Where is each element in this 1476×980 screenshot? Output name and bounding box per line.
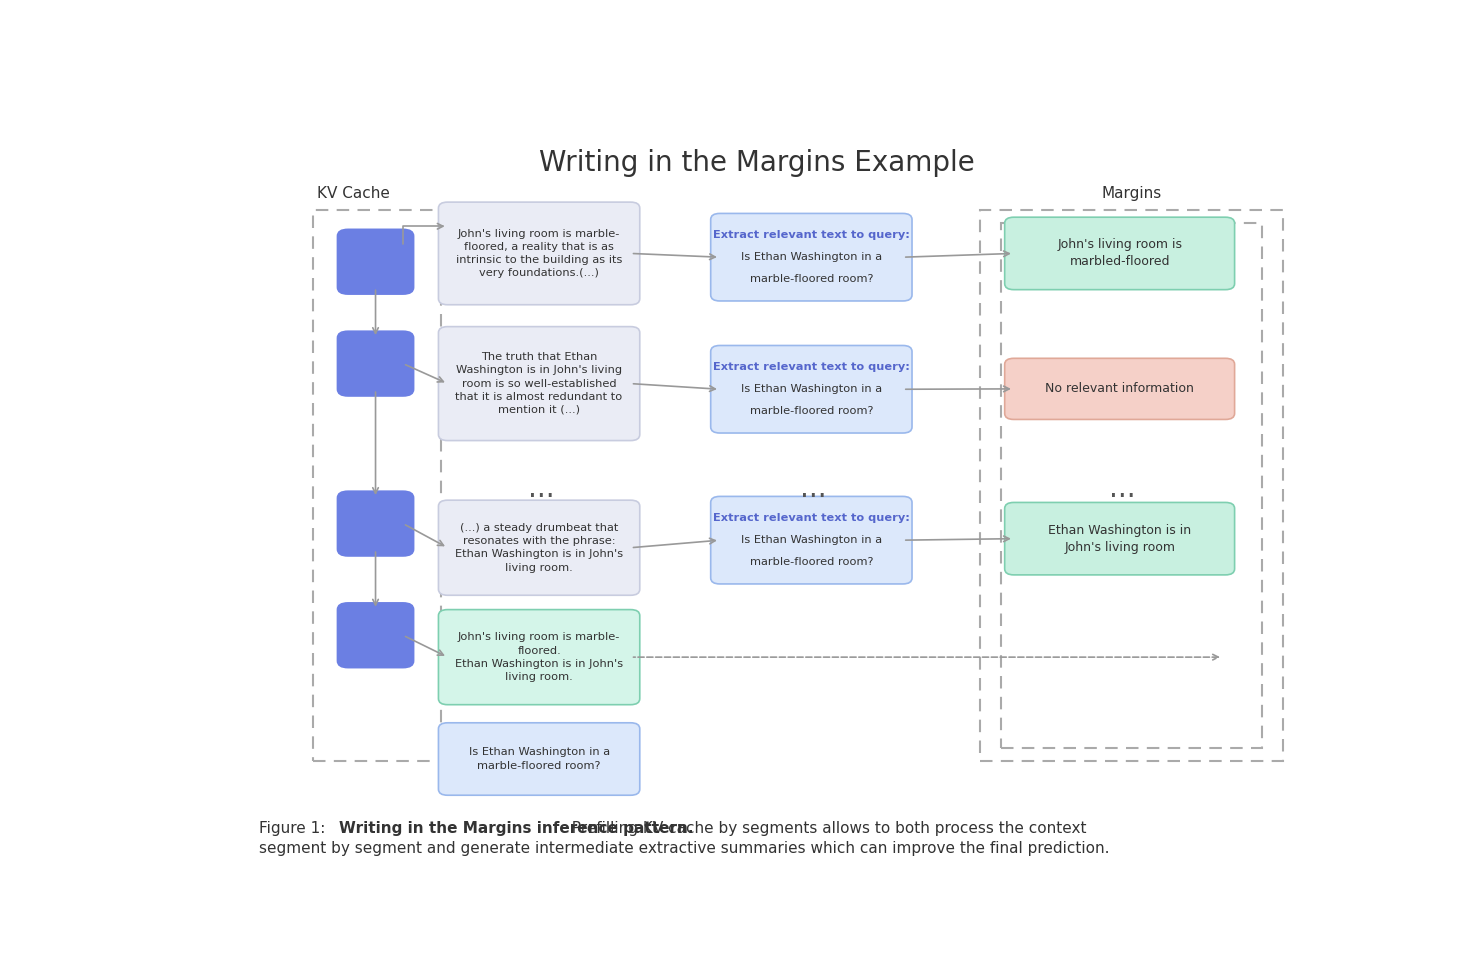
Bar	[1001, 223, 1262, 748]
FancyBboxPatch shape	[438, 202, 639, 305]
Text: Ethan Washington is in
John's living room: Ethan Washington is in John's living roo…	[1048, 523, 1191, 554]
Text: marble-floored room?: marble-floored room?	[750, 558, 874, 567]
Bar	[313, 210, 441, 760]
FancyBboxPatch shape	[1005, 359, 1234, 419]
Bar	[980, 210, 1283, 760]
Text: Is Ethan Washington in a: Is Ethan Washington in a	[741, 535, 883, 545]
FancyBboxPatch shape	[711, 497, 912, 584]
Text: Is Ethan Washington in a
marble-floored room?: Is Ethan Washington in a marble-floored …	[468, 748, 610, 770]
Text: segment by segment and generate intermediate extractive summaries which can impr: segment by segment and generate intermed…	[258, 841, 1110, 856]
Text: The truth that Ethan
Washington is in John's living
room is so well-established
: The truth that Ethan Washington is in Jo…	[456, 352, 623, 415]
FancyBboxPatch shape	[438, 326, 639, 441]
Text: Extract relevant text to query:: Extract relevant text to query:	[713, 362, 909, 372]
Text: Writing in the Margins inference pattern.: Writing in the Margins inference pattern…	[339, 821, 694, 836]
FancyBboxPatch shape	[337, 330, 415, 397]
Text: Prefilling KV cache by segments allows to both process the context: Prefilling KV cache by segments allows t…	[562, 821, 1086, 836]
FancyBboxPatch shape	[1005, 218, 1234, 290]
Text: marble-floored room?: marble-floored room?	[750, 407, 874, 416]
Text: ...: ...	[800, 475, 827, 503]
FancyBboxPatch shape	[337, 602, 415, 668]
Text: John's living room is
marbled-floored: John's living room is marbled-floored	[1057, 238, 1182, 269]
FancyBboxPatch shape	[711, 346, 912, 433]
Text: Figure 1:: Figure 1:	[258, 821, 335, 836]
FancyBboxPatch shape	[438, 723, 639, 795]
FancyBboxPatch shape	[1005, 503, 1234, 575]
Text: Is Ethan Washington in a: Is Ethan Washington in a	[741, 384, 883, 394]
Text: KV Cache: KV Cache	[317, 185, 390, 201]
Text: No relevant information: No relevant information	[1045, 382, 1194, 395]
Text: Writing in the Margins Example: Writing in the Margins Example	[539, 149, 974, 176]
Text: Extract relevant text to query:: Extract relevant text to query:	[713, 230, 909, 240]
Text: John's living room is marble-
floored.
Ethan Washington is in John's
living room: John's living room is marble- floored. E…	[455, 632, 623, 682]
FancyBboxPatch shape	[337, 228, 415, 295]
FancyBboxPatch shape	[337, 490, 415, 557]
Text: (...) a steady drumbeat that
resonates with the phrase:
Ethan Washington is in J: (...) a steady drumbeat that resonates w…	[455, 523, 623, 572]
FancyBboxPatch shape	[438, 610, 639, 705]
Text: Margins: Margins	[1101, 185, 1162, 201]
Text: marble-floored room?: marble-floored room?	[750, 274, 874, 284]
FancyBboxPatch shape	[438, 500, 639, 595]
Text: ...: ...	[528, 475, 555, 503]
Text: John's living room is marble-
floored, a reality that is as
intrinsic to the bui: John's living room is marble- floored, a…	[456, 228, 623, 278]
FancyBboxPatch shape	[711, 214, 912, 301]
Text: Is Ethan Washington in a: Is Ethan Washington in a	[741, 252, 883, 263]
Text: Extract relevant text to query:: Extract relevant text to query:	[713, 513, 909, 523]
Text: ...: ...	[1108, 475, 1137, 503]
